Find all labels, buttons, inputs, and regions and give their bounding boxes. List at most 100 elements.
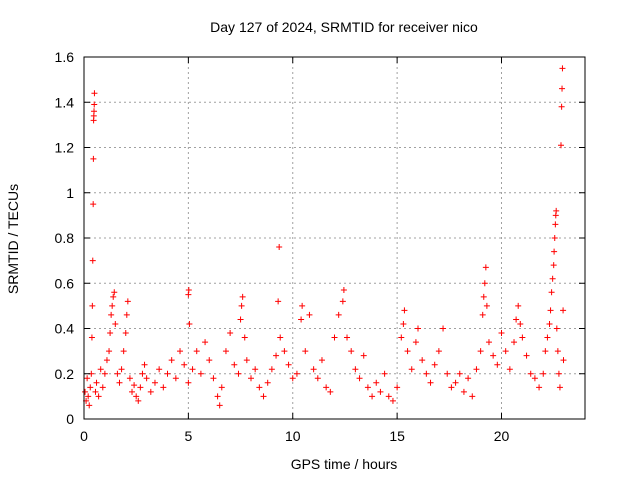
data-point [122,330,129,337]
data-point [90,201,97,208]
data-point [519,334,526,341]
data-point [177,348,184,355]
x-tick-label: 5 [184,428,192,444]
data-point [210,375,217,382]
data-point [511,339,518,346]
data-point [99,384,106,391]
x-tick-label: 20 [494,428,510,444]
data-point [340,287,347,294]
data-point [531,375,538,382]
data-point [216,402,223,409]
data-point [559,85,566,92]
data-point [197,370,204,377]
data-point [91,101,98,108]
data-point [231,361,238,368]
data-point [431,361,438,368]
data-point [172,375,179,382]
data-point [310,366,317,373]
data-point [123,311,130,318]
data-point [85,393,92,400]
data-point [137,384,144,391]
data-point [289,375,296,382]
data-point [523,352,530,359]
y-tick-label: 1 [66,185,74,201]
data-point [235,370,242,377]
data-point [377,388,384,395]
data-point [281,348,288,355]
x-tick-label: 0 [80,428,88,444]
data-point [389,397,396,404]
data-point [460,388,467,395]
data-point [243,357,250,364]
y-tick-label: 0.6 [55,275,75,291]
data-point [214,393,221,400]
data-point [360,352,367,359]
x-axis-label: GPS time / hours [291,456,398,472]
data-point [335,311,342,318]
data-point [268,366,275,373]
data-point [494,361,501,368]
data-point [222,348,229,355]
data-point [555,370,562,377]
data-point [202,339,209,346]
data-point [553,325,560,332]
x-tick-label: 15 [389,428,405,444]
data-point [452,379,459,386]
data-point [260,393,267,400]
data-point [427,379,434,386]
data-point [408,366,415,373]
data-point [331,334,338,341]
data-point [550,262,557,269]
data-point [546,320,553,327]
data-point [186,320,193,327]
data-point [542,348,549,355]
grid [84,57,585,419]
data-point [558,103,565,110]
y-tick-label: 1.2 [55,140,75,156]
data-point [394,384,401,391]
data-point [135,397,142,404]
data-point [547,307,554,314]
data-point [147,388,154,395]
data-point [385,393,392,400]
data-point [92,388,99,395]
data-point [485,339,492,346]
data-point [344,334,351,341]
data-point [551,235,558,241]
data-point [143,375,150,382]
data-point [506,366,513,373]
data-point [252,366,259,373]
y-tick-label: 0.2 [55,366,75,382]
data-point [116,379,123,386]
data-point [483,302,490,309]
data-point [559,65,566,72]
data-point [299,302,306,309]
data-point [306,311,313,318]
data-point [513,316,520,323]
data-point [560,307,567,314]
data-point [181,361,188,368]
y-axis-label: SRMTID / TECUs [5,184,21,294]
data-point [302,348,309,355]
data-point [481,280,488,287]
data-point [185,287,192,294]
data-point [111,289,118,296]
data-point [89,302,96,309]
data-point [218,384,225,391]
data-point [412,339,419,346]
data-point [498,330,505,337]
data-point [126,375,133,382]
axis-ticks: 0 0.2 0.4 0.6 0.8 1 1.2 1.4 1.6 0 5 10 15 20 [55,49,585,444]
data-point [490,352,497,359]
data-point [415,325,421,332]
data-point [118,366,125,373]
data-point [527,370,534,377]
data-point [110,293,117,300]
data-point [554,348,561,355]
data-point [381,370,388,377]
data-point [89,257,96,264]
data-point [398,334,405,341]
data-point [477,348,484,355]
data-point [106,348,113,355]
data-point [551,248,558,255]
